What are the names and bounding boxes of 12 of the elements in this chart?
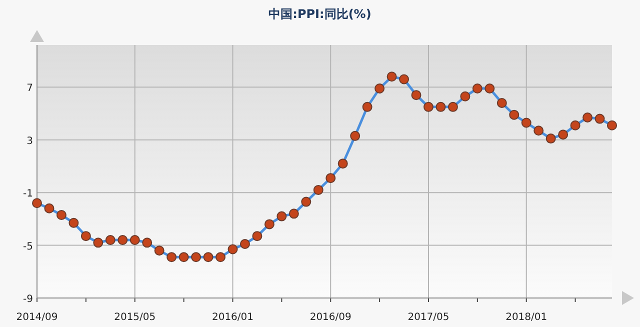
- x-tick-label: 2016/01: [212, 312, 254, 323]
- x-tick-label: 2017/05: [408, 312, 450, 323]
- y-tick-label: -1: [23, 188, 33, 200]
- x-tick-label: 2016/09: [310, 312, 352, 323]
- x-tick-label: 2014/09: [16, 312, 58, 323]
- x-tick-label: 2015/05: [114, 312, 156, 323]
- chart-title: 中国:PPI:同比(%): [268, 7, 372, 21]
- y-tick-label: -9: [23, 294, 33, 305]
- y-tick-label: 7: [26, 83, 33, 94]
- y-tick-label: 3: [26, 136, 33, 147]
- y-tick-label: -5: [23, 241, 33, 252]
- x-tick-label: 2018/01: [506, 312, 548, 323]
